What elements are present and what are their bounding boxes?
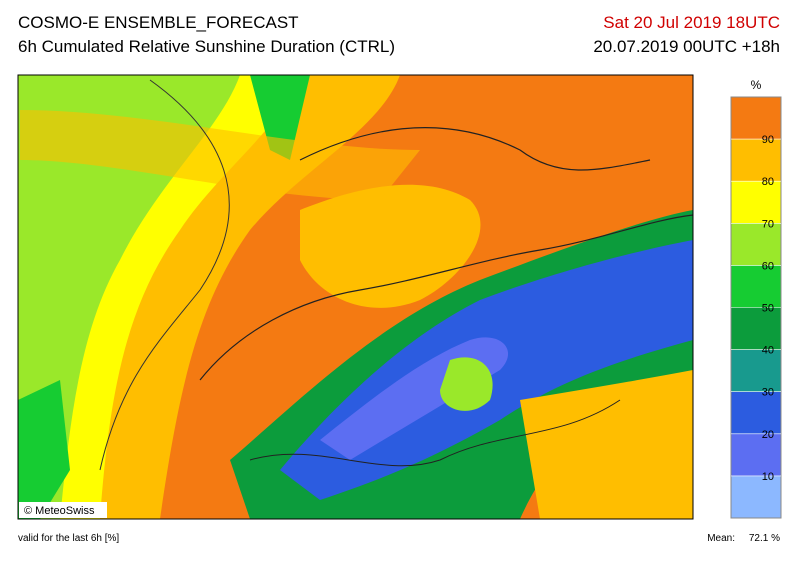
colorbar-segment (731, 391, 781, 434)
colorbar-tick-label: 60 (762, 260, 774, 272)
run-time: 20.07.2019 00UTC +18h (593, 37, 780, 56)
colorbar-segment (731, 139, 781, 182)
colorbar-tick-label: 20 (762, 429, 774, 441)
colorbar-segment (731, 97, 781, 140)
valid-time: Sat 20 Jul 2019 18UTC (603, 13, 780, 32)
colorbar-tick-label: 50 (762, 303, 774, 315)
colorbar-segment (731, 223, 781, 266)
credit-box (19, 502, 107, 518)
colorbar-segment (731, 265, 781, 308)
colorbar-segment (731, 433, 781, 476)
map-frame (17, 74, 694, 520)
title: COSMO-E ENSEMBLE_FORECAST (18, 13, 299, 32)
colorbar-segment (731, 475, 781, 518)
colorbar-segment (731, 349, 781, 392)
colorbar-tick-label: 10 (762, 471, 774, 483)
credit: © MeteoSwiss (24, 505, 95, 517)
map-field (18, 75, 693, 519)
colorbar: 10 20 30 40 50 60 70 80 90 (730, 96, 782, 519)
colorbar-tick-label: 80 (762, 176, 774, 188)
subtitle: 6h Cumulated Relative Sunshine Duration … (18, 37, 395, 56)
mean-label: Mean: (707, 533, 735, 544)
colorbar-unit: % (751, 78, 762, 92)
colorbar-tick-label: 40 (762, 345, 774, 357)
colorbar-tick-label: 30 (762, 387, 774, 399)
colorbar-tick-label: 90 (762, 134, 774, 146)
colorbar-segment (731, 181, 781, 224)
colorbar-segment (731, 307, 781, 350)
mean-value: 72.1 % (749, 533, 780, 544)
colorbar-tick-label: 70 (762, 218, 774, 230)
footer-note: valid for the last 6h [%] (18, 533, 119, 544)
